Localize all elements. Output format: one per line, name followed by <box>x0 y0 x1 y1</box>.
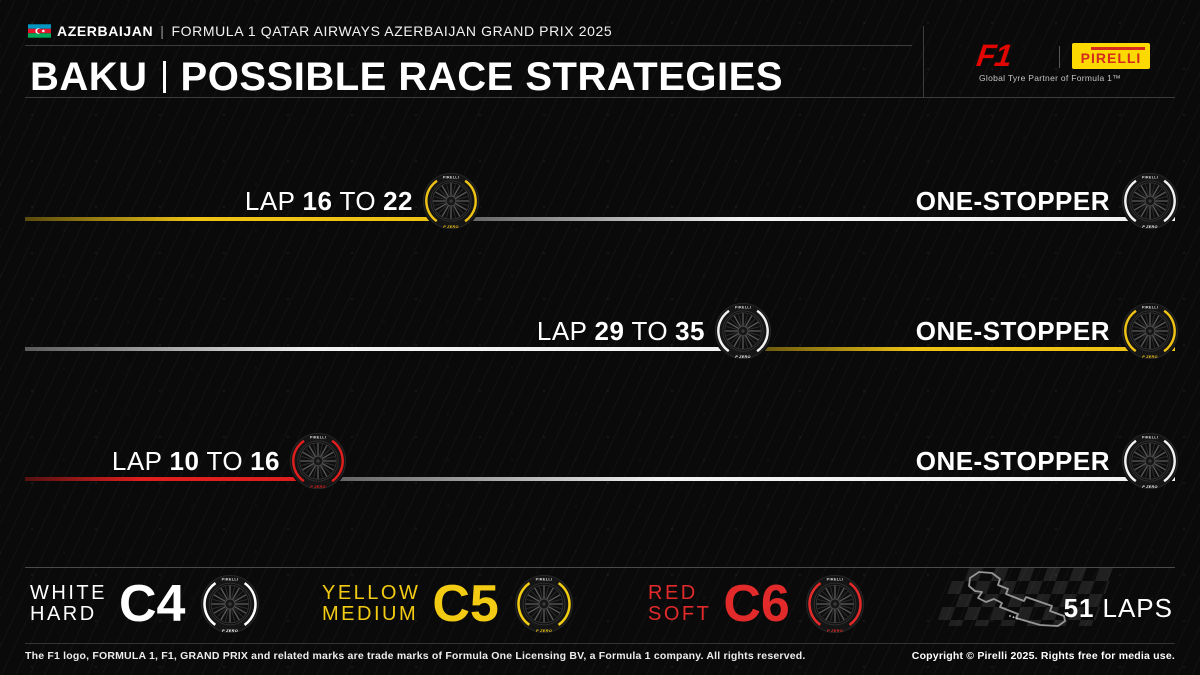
event-country: AZERBAIJAN <box>57 23 154 39</box>
event-name: FORMULA 1 QATAR AIRWAYS AZERBAIJAN GRAND… <box>171 23 613 39</box>
pirelli-logo: PIRELLI <box>1072 43 1150 69</box>
lap-word: LAP <box>244 186 296 216</box>
event-line: AZERBAIJAN | FORMULA 1 QATAR AIRWAYS AZERB… <box>57 22 612 40</box>
pit-tyre-medium-icon: PIRELLI P ZERO <box>421 171 481 231</box>
lap-to: 22 <box>383 186 413 216</box>
event-separator: | <box>160 23 165 39</box>
svg-text:P ZERO: P ZERO <box>1142 355 1158 359</box>
pit-tyre-hard-icon: PIRELLI P ZERO <box>713 301 773 361</box>
svg-text:PIRELLI: PIRELLI <box>735 305 751 309</box>
svg-text:P ZERO: P ZERO <box>1142 225 1158 229</box>
stint-line-end-medium <box>743 347 1175 351</box>
svg-text:P ZERO: P ZERO <box>536 628 552 633</box>
svg-text:P ZERO: P ZERO <box>735 355 751 359</box>
lap-from: 10 <box>169 446 200 476</box>
stopper-label: ONE-STOPPER <box>915 446 1110 476</box>
stint-line-start-medium <box>25 217 451 221</box>
header-divider-top <box>25 45 912 46</box>
svg-text:PIRELLI: PIRELLI <box>826 577 843 582</box>
footer-divider <box>25 643 1175 644</box>
to-word: TO <box>339 186 377 216</box>
legend-medium: YELLOW MEDIUM C5 PIRELLI P ZERO <box>322 571 575 637</box>
legend-hard-label: WHITE HARD <box>30 583 107 625</box>
legend-medium-code: C5 <box>432 575 499 633</box>
lap-word: LAP <box>536 316 588 346</box>
lap-word: LAP <box>111 446 163 476</box>
legend-hard: WHITE HARD C4 PIRELLI P ZERO <box>30 571 261 637</box>
stopper-label: ONE-STOPPER <box>915 316 1110 346</box>
lap-to: 35 <box>675 316 705 346</box>
pirelli-tagline: Global Tyre Partner of Formula 1™ <box>978 73 1122 83</box>
pit-window-label: LAP 16 TO 22 <box>0 186 413 216</box>
svg-text:P ZERO: P ZERO <box>310 485 326 489</box>
page-title-subject: POSSIBLE RACE STRATEGIES <box>180 54 783 99</box>
header-vertical-divider <box>923 26 924 97</box>
laps-word: LAPS <box>1102 593 1173 623</box>
race-laps: 51 LAPS <box>1064 593 1173 623</box>
baku-circuit-map <box>960 570 1090 628</box>
legend-medium-label: YELLOW MEDIUM <box>322 583 420 625</box>
legend-label-line1: RED <box>648 582 698 604</box>
svg-text:P ZERO: P ZERO <box>827 628 843 633</box>
svg-text:PIRELLI: PIRELLI <box>1142 305 1158 309</box>
legend-label-line2: SOFT <box>648 603 712 625</box>
laps-number: 51 <box>1063 593 1095 623</box>
stint-line-end-hard <box>451 217 1175 221</box>
stint-line-start-soft <box>25 477 318 481</box>
lap-from: 16 <box>302 186 333 216</box>
legend-label-line1: WHITE <box>30 582 107 604</box>
svg-text:P ZERO: P ZERO <box>222 628 238 633</box>
legend-label-line1: YELLOW <box>322 582 421 604</box>
svg-text:P ZERO: P ZERO <box>1142 485 1158 489</box>
svg-text:PIRELLI: PIRELLI <box>222 577 239 582</box>
lap-from: 29 <box>594 316 625 346</box>
stint-line-start-hard <box>25 347 743 351</box>
legend-hard-tyre-icon: PIRELLI P ZERO <box>199 573 261 635</box>
legend-soft-tyre-icon: PIRELLI P ZERO <box>804 573 866 635</box>
legend-soft-code: C6 <box>723 575 790 633</box>
legend-divider <box>25 567 1175 568</box>
legend-label-line2: HARD <box>30 603 97 625</box>
lap-to: 16 <box>250 446 280 476</box>
legend-hard-code: C4 <box>118 575 186 633</box>
legend-label-line2: MEDIUM <box>322 603 419 625</box>
azerbaijan-flag-icon <box>28 24 51 38</box>
to-word: TO <box>206 446 244 476</box>
footer-legal-text: The F1 logo, FORMULA 1, F1, GRAND PRIX a… <box>25 650 806 662</box>
pirelli-logo-text: PIRELLI <box>1080 50 1142 66</box>
svg-text:PIRELLI: PIRELLI <box>310 435 326 439</box>
legend-soft: RED SOFT C6 PIRELLI P ZERO <box>648 571 866 637</box>
svg-text:PIRELLI: PIRELLI <box>443 175 459 179</box>
svg-text:PIRELLI: PIRELLI <box>1142 435 1158 439</box>
end-tyre-hard-icon: PIRELLI P ZERO <box>1120 431 1180 491</box>
end-tyre-medium-icon: PIRELLI P ZERO <box>1120 301 1180 361</box>
pit-window-label: LAP 29 TO 35 <box>0 316 705 346</box>
svg-text:PIRELLI: PIRELLI <box>535 577 552 582</box>
page-title: BAKU POSSIBLE RACE STRATEGIES <box>30 54 783 99</box>
to-word: TO <box>631 316 669 346</box>
logo-divider <box>1059 46 1060 68</box>
svg-text:PIRELLI: PIRELLI <box>1142 175 1158 179</box>
svg-text:P ZERO: P ZERO <box>443 225 459 229</box>
pit-window-label: LAP 10 TO 16 <box>0 446 280 476</box>
f1-logo-text: F1 <box>974 38 1014 73</box>
legend-medium-tyre-icon: PIRELLI P ZERO <box>513 573 575 635</box>
pit-tyre-soft-icon: PIRELLI P ZERO <box>288 431 348 491</box>
title-divider-bar <box>162 61 166 93</box>
f1-logo: F1 <box>946 38 1042 73</box>
end-tyre-hard-icon: PIRELLI P ZERO <box>1120 171 1180 231</box>
header-divider-bottom <box>25 97 1175 98</box>
page-title-circuit: BAKU <box>30 54 148 99</box>
pirelli-logo-bar <box>1091 47 1145 50</box>
stint-line-end-hard <box>318 477 1175 481</box>
footer-copyright-text: Copyright © Pirelli 2025. Rights free fo… <box>911 650 1175 662</box>
legend-soft-label: RED SOFT <box>648 583 711 625</box>
stopper-label: ONE-STOPPER <box>915 186 1110 216</box>
